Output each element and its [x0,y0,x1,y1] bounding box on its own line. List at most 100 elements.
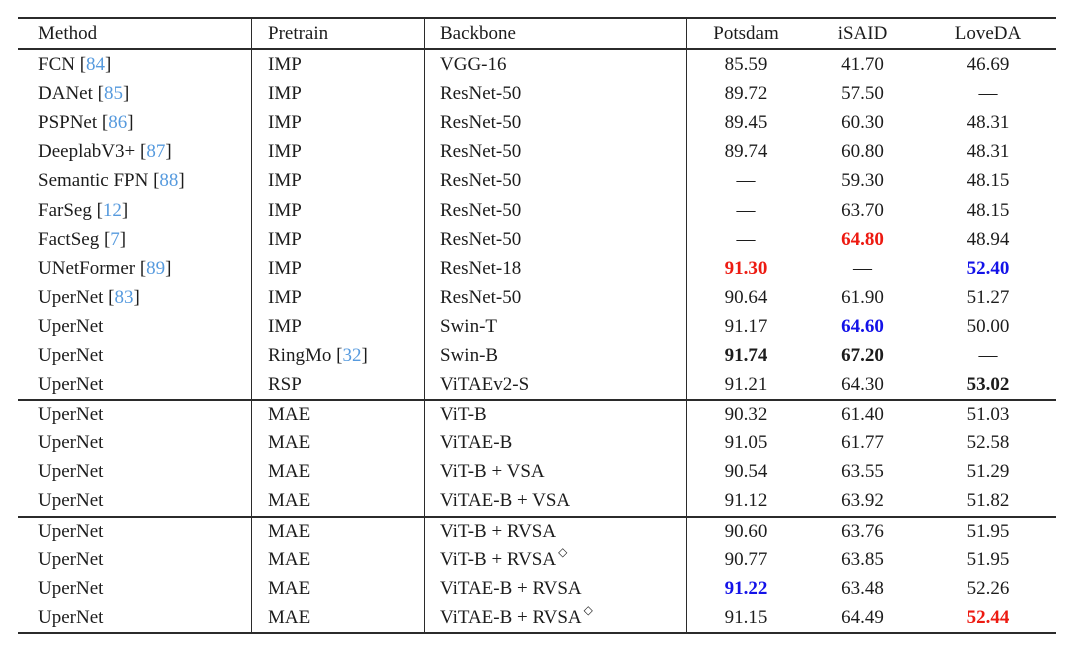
backbone-cell: ViT-B [425,401,687,429]
isaid-cell: 63.55 [805,457,920,486]
table-row: UperNet MAE ViTAE-B + VSA 91.12 63.92 51.82 [18,486,1056,516]
backbone-cell: ResNet-50 [425,137,687,167]
pretrain-cell: IMP [252,79,425,109]
loveda-cell: — [920,341,1056,370]
score-value: 48.31 [966,141,1010,163]
score-value: 60.80 [841,141,884,163]
backbone-cell: ResNet-50 [425,282,687,312]
loveda-cell: 53.02 [920,370,1056,399]
isaid-cell: 63.85 [805,545,920,574]
table-row: UperNet MAE ViTAE-B 91.05 61.77 52.58 [18,428,1056,458]
method-cell: FarSeg [12] [18,195,252,225]
isaid-cell: 63.92 [805,486,920,515]
score-value: 89.74 [724,141,768,163]
score-value: 91.21 [724,374,768,396]
backbone-cell: ViTAEv2-S [425,370,687,400]
method-cell: Semantic FPN [88] [18,166,252,196]
score-value: 64.60 [841,315,884,337]
potsdam-cell: 90.77 [687,545,805,574]
pretrain-cell: IMP [252,224,425,254]
score-value: 61.90 [841,286,884,308]
table-row: FCN [84] IMP VGG-16 85.59 41.70 46.69 [18,50,1056,80]
citation-link[interactable]: 83 [114,286,134,308]
potsdam-cell: 91.30 [687,254,805,283]
potsdam-cell: — [687,225,805,254]
backbone-cell: ResNet-50 [425,224,687,254]
score-value: 64.30 [841,374,884,396]
column-header-loveda: LoveDA [954,23,1022,44]
isaid-cell: 57.50 [805,79,920,108]
citation-link[interactable]: 12 [102,199,122,221]
table-row: FactSeg [7] IMP ResNet-50 — 64.80 48.94 [18,224,1056,254]
table-row: Semantic FPN [88] IMP ResNet-50 — 59.30 48.15 [18,166,1056,196]
score-value: 52.44 [966,606,1010,628]
score-value: 90.54 [724,461,768,483]
isaid-cell: 59.30 [805,166,920,195]
score-value: — [736,170,756,192]
pretrain-cell: MAE [252,602,425,632]
score-value: — [978,83,998,105]
column-header-method: Method [18,19,252,48]
score-value: 48.31 [966,112,1010,134]
method-cell: FactSeg [7] [18,224,252,254]
score-value: 48.94 [966,228,1010,250]
table-row: UperNet MAE ViT-B + VSA 90.54 63.55 51.29 [18,457,1056,487]
citation-link[interactable]: 85 [103,83,123,105]
score-value: 51.95 [966,520,1010,542]
column-header-pretrain: Pretrain [252,19,425,48]
citation-link[interactable]: 87 [146,141,166,163]
score-value: 61.40 [841,404,884,426]
backbone-cell: ViT-B + VSA [425,457,687,487]
citation-link[interactable]: 88 [159,170,179,192]
score-value: 59.30 [841,170,884,192]
isaid-cell: 64.80 [805,225,920,254]
method-cell: FCN [84] [18,50,252,80]
score-value: 63.85 [841,548,884,570]
isaid-cell: 63.76 [805,518,920,545]
method-cell: UperNet [18,573,252,603]
potsdam-cell: 90.60 [687,518,805,545]
score-value: 91.30 [724,257,768,279]
score-value: 90.64 [724,286,768,308]
score-value: 64.49 [841,606,884,628]
isaid-cell: 61.77 [805,428,920,457]
citation-link[interactable]: 7 [110,228,120,250]
method-cell: UperNet [18,311,252,341]
loveda-cell: 48.31 [920,108,1056,137]
table-row: UperNet [83] IMP ResNet-50 90.64 61.90 51.27 [18,282,1056,312]
pretrain-cell: MAE [252,517,425,545]
score-value: 90.60 [724,520,768,542]
pretrain-cell: IMP [252,282,425,312]
loveda-cell: 51.29 [920,457,1056,486]
score-value: — [736,228,756,250]
isaid-cell: 64.30 [805,370,920,399]
method-cell: UperNet [18,517,252,545]
backbone-cell: VGG-16 [425,50,687,80]
score-value: 50.00 [966,315,1010,337]
isaid-cell: 63.48 [805,574,920,603]
method-cell: UNetFormer [89] [18,253,252,283]
table-row: UperNet MAE ViT-B 90.32 61.40 51.03 [18,399,1056,429]
backbone-cell: ViTAE-B [425,428,687,458]
score-value: 63.76 [841,520,884,542]
pretrain-cell: MAE [252,573,425,603]
score-value: 53.02 [966,374,1010,396]
score-value: — [853,257,872,279]
score-value: 91.12 [724,490,768,512]
potsdam-cell: 91.17 [687,312,805,341]
isaid-cell: 60.30 [805,108,920,137]
score-value: 64.80 [841,228,884,250]
citation-link[interactable]: 86 [108,112,128,134]
backbone-cell: ViTAE-B + RVSA [425,573,687,603]
citation-link[interactable]: 89 [146,257,166,279]
score-value: 89.45 [724,112,768,134]
potsdam-cell: 90.54 [687,457,805,486]
potsdam-cell: 91.12 [687,486,805,515]
loveda-cell: 51.27 [920,283,1056,312]
citation-link[interactable]: 32 [342,344,362,366]
citation-link[interactable]: 84 [86,54,106,76]
loveda-cell: 52.40 [920,254,1056,283]
table-row: UperNet MAE ViTAE-B + RVSA ◇ 91.15 64.49 52.44 [18,602,1056,632]
score-value: 91.22 [724,577,768,599]
